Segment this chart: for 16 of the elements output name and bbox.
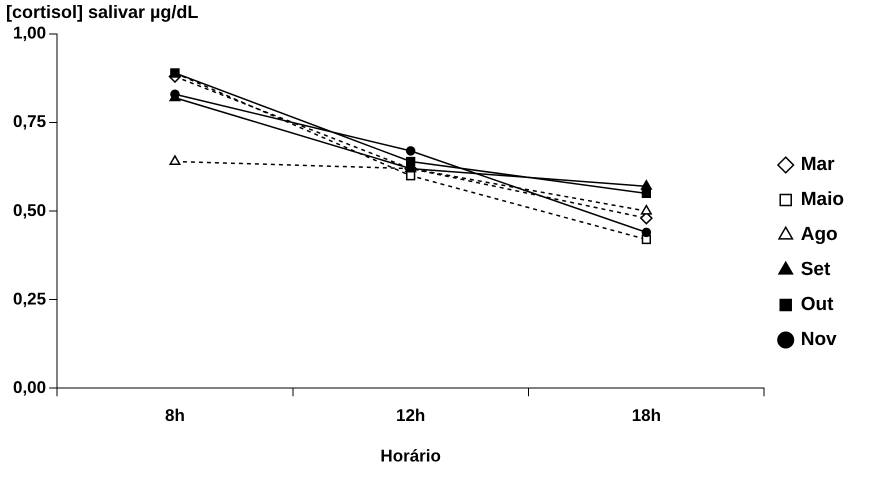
y-tick-label: 0,00 <box>12 378 46 397</box>
x-tick-label: 8h <box>165 406 185 426</box>
legend-label: Ago <box>800 224 838 246</box>
x-axis-title: Horário <box>380 446 441 466</box>
y-tick-label: 0,75 <box>12 112 46 132</box>
y-tick-label: 0,25 <box>12 289 46 308</box>
legend-label: Set <box>800 259 831 280</box>
y-tick-label: 1,00 <box>12 24 46 43</box>
legend-label: Mar <box>800 154 836 176</box>
legend-label: Nov <box>800 329 838 350</box>
y-axis-title: [cortisol] salivar µg/dL <box>6 2 198 22</box>
y-tick-label: 0,50 <box>12 200 46 220</box>
legend-label: Out <box>800 294 834 316</box>
x-tick-label: 12h <box>396 406 426 426</box>
x-tick-label: 18h <box>632 406 662 426</box>
legend-label: Maio <box>800 189 844 210</box>
